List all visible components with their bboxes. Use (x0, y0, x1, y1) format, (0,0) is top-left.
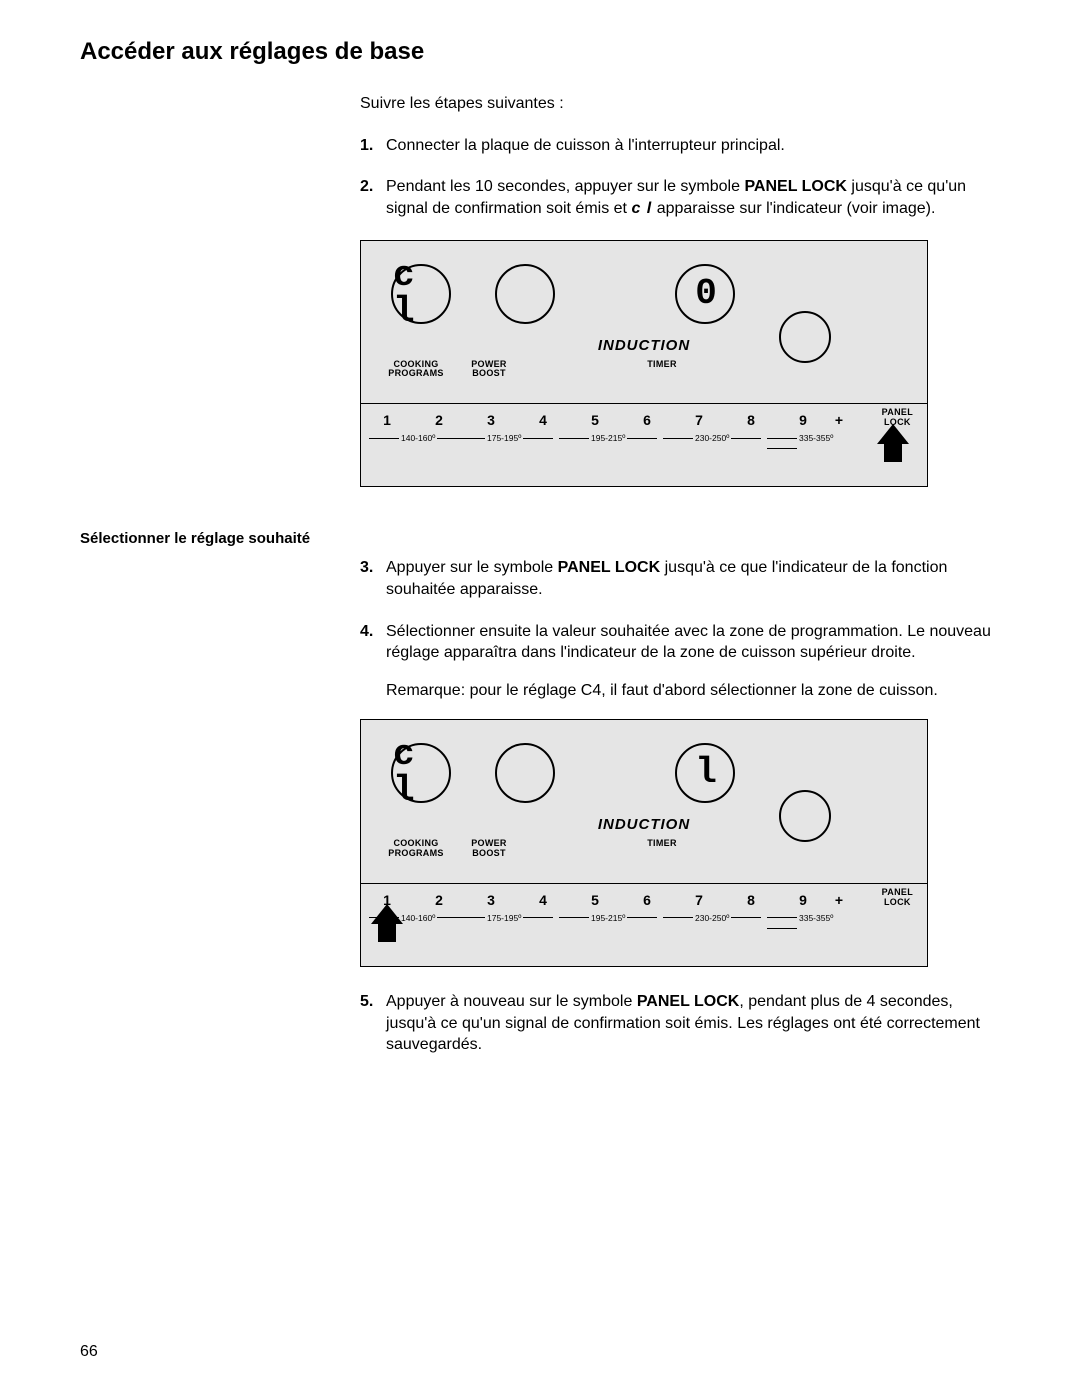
step-text-fragment: Appuyer sur le symbole (386, 559, 558, 576)
zone-display-right: l (675, 743, 735, 803)
scale-number: 5 (591, 412, 599, 428)
step-text: Connecter la plaque de cuisson à l'inter… (386, 135, 1000, 157)
scale-number: 2 (435, 412, 443, 428)
timer-label: TIMER (637, 839, 687, 859)
scale-number: 4 (539, 892, 547, 908)
step-text-fragment: Appuyer à nouveau sur le symbole (386, 993, 637, 1010)
scale-number: 5 (591, 892, 599, 908)
step-number: 1. (360, 135, 386, 157)
power-boost-label: POWER BOOST (459, 839, 519, 859)
remark-text: Remarque: pour le réglage C4, il faut d'… (386, 680, 1000, 702)
step-text-fragment: Sélectionner ensuite la valeur souhaitée… (386, 623, 991, 662)
scale-number: 1 (383, 412, 391, 428)
label-line: POWER (471, 359, 507, 369)
zone-display-mid (495, 743, 555, 803)
power-boost-label: POWER BOOST (459, 360, 519, 380)
temp-range: 230-250º (661, 912, 763, 923)
scale-number: 6 (643, 412, 651, 428)
cooking-programs-label: COOKING PROGRAMS (379, 839, 453, 859)
display-value: l (695, 755, 715, 791)
scale-number: + (835, 892, 843, 908)
zone-display-extra (779, 790, 831, 842)
scale-number: 6 (643, 892, 651, 908)
step-1: 1. Connecter la plaque de cuisson à l'in… (360, 135, 1000, 157)
zone-display-left: c l (391, 743, 451, 803)
scale-number: 4 (539, 412, 547, 428)
scale-number: 9 (799, 412, 807, 428)
scale-number: 7 (695, 892, 703, 908)
step-number: 4. (360, 621, 386, 664)
label-line: BOOST (472, 848, 506, 858)
panel-lock-label: PANEL LOCK (744, 178, 847, 195)
scale-number: 9 (799, 892, 807, 908)
scale-number: 3 (487, 892, 495, 908)
temp-range: 230-250º (661, 432, 763, 443)
display-value: c l (393, 737, 449, 809)
arrow-up-icon (877, 424, 909, 444)
section-subhead: Sélectionner le réglage souhaité (80, 529, 340, 549)
label-line: PANEL (882, 407, 913, 417)
page-title: Accéder aux réglages de base (80, 38, 1000, 67)
control-panel-diagram-1: c l 0 INDUCTION COOKING PROGRAMS (360, 240, 928, 488)
panel-lock-label: PANEL LOCK (882, 888, 913, 908)
induction-label: INDUCTION (361, 816, 927, 833)
step-2: 2. Pendant les 10 secondes, appuyer sur … (360, 176, 1000, 219)
temp-range: 335-355º (765, 912, 839, 933)
temp-range: 175-195º (453, 912, 555, 923)
step-text-fragment: apparaisse sur l'indicateur (voir image)… (652, 200, 935, 217)
cl-symbol: c l (631, 200, 652, 217)
page-number: 66 (80, 1343, 98, 1361)
induction-label: INDUCTION (361, 337, 927, 354)
label-line: POWER (471, 838, 507, 848)
label-line: COOKING (393, 838, 438, 848)
step-text: Appuyer à nouveau sur le symbole PANEL L… (386, 991, 1000, 1056)
display-value: c l (393, 258, 449, 330)
label-line: PROGRAMS (388, 368, 443, 378)
zone-display-left: c l (391, 264, 451, 324)
step-text: Sélectionner ensuite la valeur souhaitée… (386, 621, 1000, 664)
step-number: 2. (360, 176, 386, 219)
step-text: Pendant les 10 secondes, appuyer sur le … (386, 176, 1000, 219)
label-line: BOOST (472, 368, 506, 378)
scale-number: + (835, 412, 843, 428)
step-3: 3. Appuyer sur le symbole PANEL LOCK jus… (360, 557, 1000, 600)
scale-number: 7 (695, 412, 703, 428)
temp-range: 195-215º (557, 432, 659, 443)
step-text-fragment: Pendant les 10 secondes, appuyer sur le … (386, 178, 744, 195)
display-value: 0 (695, 276, 715, 312)
panel-lock-label: PANEL LOCK (637, 993, 740, 1010)
number-scale: 123456789+ (379, 412, 839, 430)
step-text: Appuyer sur le symbole PANEL LOCK jusqu'… (386, 557, 1000, 600)
label-line: PROGRAMS (388, 848, 443, 858)
scale-number: 8 (747, 412, 755, 428)
scale-number: 8 (747, 892, 755, 908)
temp-range: 335-355º (765, 432, 839, 453)
scale-number: 3 (487, 412, 495, 428)
step-number: 3. (360, 557, 386, 600)
zone-display-extra (779, 311, 831, 363)
temp-scale: 140-160º175-195º195-215º230-250º335-355º (379, 912, 839, 926)
intro-text: Suivre les étapes suivantes : (360, 95, 1000, 113)
zone-display-mid (495, 264, 555, 324)
scale-number: 2 (435, 892, 443, 908)
zone-display-right: 0 (675, 264, 735, 324)
temp-range: 195-215º (557, 912, 659, 923)
step-4: 4. Sélectionner ensuite la valeur souhai… (360, 621, 1000, 664)
temp-scale: 140-160º175-195º195-215º230-250º335-355º (379, 432, 839, 446)
label-line: LOCK (884, 897, 911, 907)
label-line: COOKING (393, 359, 438, 369)
arrow-up-icon (371, 904, 403, 924)
label-line: PANEL (882, 887, 913, 897)
timer-label: TIMER (637, 360, 687, 380)
panel-lock-label: PANEL LOCK (558, 559, 661, 576)
number-scale: 123456789+ (379, 892, 839, 910)
control-panel-diagram-2: c l l INDUCTION COOKING PROGRAMS (360, 719, 928, 967)
step-number: 5. (360, 991, 386, 1056)
temp-range: 175-195º (453, 432, 555, 443)
cooking-programs-label: COOKING PROGRAMS (379, 360, 453, 380)
step-5: 5. Appuyer à nouveau sur le symbole PANE… (360, 991, 1000, 1056)
